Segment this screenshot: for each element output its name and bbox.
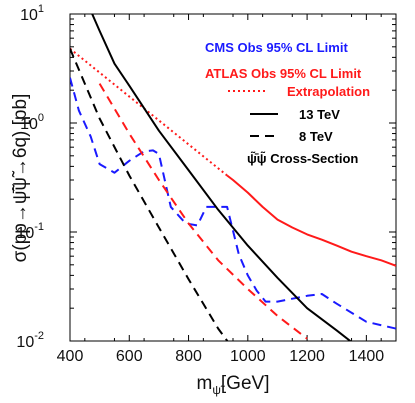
legend: CMS Obs 95% CL Limit ATLAS Obs 95% CL Li… bbox=[205, 40, 370, 166]
plot-frame bbox=[69, 13, 397, 342]
x-tick-label: 400 bbox=[57, 348, 84, 365]
y-tick-label: 10-2 bbox=[16, 330, 44, 351]
y-tick-exponent: 0 bbox=[38, 112, 44, 124]
x-tick-label: 1200 bbox=[289, 348, 325, 365]
legend-8tev: 8 TeV bbox=[299, 129, 333, 144]
x-axis-title: mψ̃[GeV] bbox=[197, 373, 270, 397]
legend-cms: CMS Obs 95% CL Limit bbox=[205, 40, 348, 55]
series-layer bbox=[70, 14, 396, 341]
x-tick-label: 800 bbox=[175, 348, 202, 365]
series-line-3 bbox=[91, 14, 352, 341]
series-line-1 bbox=[226, 174, 396, 267]
series-line-2 bbox=[70, 47, 228, 177]
x-axis-unit: [GeV] bbox=[221, 373, 270, 394]
legend-cross-section: ψ̄̃ψ̃ Cross-Section bbox=[247, 151, 358, 166]
legend-extrapolation: Extrapolation bbox=[287, 84, 370, 99]
y-tick-exponent: -2 bbox=[34, 330, 44, 342]
x-tick-label: 1400 bbox=[349, 348, 385, 365]
x-tick-label: 1000 bbox=[230, 348, 266, 365]
series-line-5 bbox=[98, 83, 308, 340]
series-line-4 bbox=[70, 48, 229, 341]
legend-atlas: ATLAS Obs 95% CL Limit bbox=[205, 66, 362, 81]
y-tick-exponent: 1 bbox=[38, 3, 44, 15]
y-tick-label: 101 bbox=[20, 3, 44, 24]
legend-13tev: 13 TeV bbox=[299, 107, 340, 122]
y-tick-exponent: -1 bbox=[34, 221, 44, 233]
x-axis-label: m bbox=[197, 373, 213, 394]
x-tick-label: 600 bbox=[116, 348, 143, 365]
series-line-0 bbox=[70, 77, 396, 330]
y-axis-title: σ(pp→ψ̄̃ψ̃→6q) [pb] bbox=[10, 94, 31, 263]
